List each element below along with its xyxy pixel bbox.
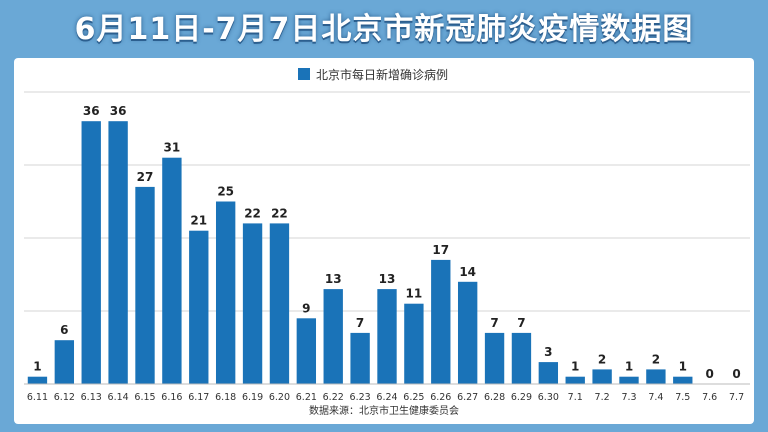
- data-label: 7: [356, 316, 364, 330]
- data-label: 31: [164, 141, 181, 155]
- data-label: 2: [652, 352, 660, 366]
- bar: [511, 332, 532, 384]
- bar: [215, 201, 236, 384]
- x-tick-label: 6.16: [161, 392, 182, 403]
- x-tick-label: 6.27: [457, 392, 478, 403]
- bar: [673, 376, 693, 384]
- data-label: 36: [83, 104, 100, 118]
- x-tick-label: 7.4: [648, 392, 663, 403]
- x-tick-label: 6.11: [27, 392, 48, 403]
- data-label: 27: [137, 170, 154, 184]
- bar: [646, 369, 666, 384]
- bar: [162, 157, 182, 384]
- bar: [269, 223, 290, 384]
- bar: [404, 303, 424, 384]
- x-tick-label: 7.1: [568, 392, 583, 403]
- x-tick-label: 6.23: [350, 392, 371, 403]
- x-tick-label: 6.13: [81, 392, 102, 403]
- data-label: 0: [732, 367, 740, 381]
- page-title: 6月11日-7月7日北京市新冠肺炎疫情数据图: [74, 12, 694, 47]
- bar: [484, 332, 505, 384]
- x-tick-label: 6.28: [484, 392, 505, 403]
- data-label: 14: [459, 265, 476, 279]
- data-label: 13: [325, 272, 342, 286]
- x-tick-label: 6.22: [323, 392, 344, 403]
- x-tick-label: 6.15: [134, 392, 155, 403]
- data-label: 21: [190, 214, 207, 228]
- x-tick-label: 6.17: [188, 392, 209, 403]
- bar: [592, 369, 612, 384]
- x-tick-label: 6.21: [296, 392, 317, 403]
- x-tick-label: 7.7: [729, 392, 744, 403]
- data-label: 0: [705, 367, 713, 381]
- x-tick-label: 6.18: [215, 392, 236, 403]
- x-tick-label: 6.20: [269, 392, 290, 403]
- data-label: 1: [679, 360, 687, 374]
- data-label: 17: [432, 243, 449, 257]
- legend-swatch: [298, 68, 310, 80]
- bar: [189, 230, 209, 384]
- data-source: 数据来源：北京市卫生健康委员会: [309, 406, 459, 417]
- data-label: 36: [110, 104, 127, 118]
- data-label: 22: [271, 206, 288, 220]
- legend-label: 北京市每日新增确诊病例: [316, 67, 448, 82]
- x-tick-label: 6.14: [108, 392, 129, 403]
- bar: [377, 289, 397, 384]
- bar: [565, 376, 585, 384]
- data-label: 1: [571, 360, 579, 374]
- bar: [81, 121, 101, 384]
- bar: [538, 362, 559, 384]
- x-tick-label: 6.19: [242, 392, 263, 403]
- x-tick-label: 6.12: [54, 392, 75, 403]
- data-label: 11: [406, 287, 423, 301]
- x-tick-label: 7.6: [702, 392, 717, 403]
- data-label: 3: [544, 345, 552, 359]
- x-tick-label: 6.26: [430, 392, 451, 403]
- data-label: 7: [490, 316, 498, 330]
- bar: [54, 340, 75, 384]
- x-tick-label: 7.3: [621, 392, 636, 403]
- data-label: 1: [33, 360, 41, 374]
- bar: [242, 223, 263, 384]
- x-tick-label: 6.30: [538, 392, 559, 403]
- data-label: 13: [379, 272, 396, 286]
- data-label: 25: [217, 185, 234, 199]
- bar: [296, 318, 317, 384]
- bar: [27, 376, 48, 384]
- bar: [323, 289, 343, 384]
- bar: [108, 121, 128, 384]
- data-label: 1: [625, 360, 633, 374]
- bar: [431, 259, 451, 384]
- data-label: 7: [517, 316, 525, 330]
- data-label: 22: [244, 206, 261, 220]
- x-tick-label: 7.5: [675, 392, 690, 403]
- x-tick-label: 6.25: [403, 392, 424, 403]
- data-label: 2: [598, 352, 606, 366]
- x-tick-label: 7.2: [595, 392, 610, 403]
- bar: [350, 332, 370, 384]
- bar: [619, 376, 639, 384]
- bar: [457, 281, 478, 384]
- x-tick-label: 6.29: [511, 392, 532, 403]
- x-tick-label: 6.24: [376, 392, 397, 403]
- data-label: 9: [302, 301, 310, 315]
- data-label: 6: [60, 323, 68, 337]
- bar: [135, 186, 155, 384]
